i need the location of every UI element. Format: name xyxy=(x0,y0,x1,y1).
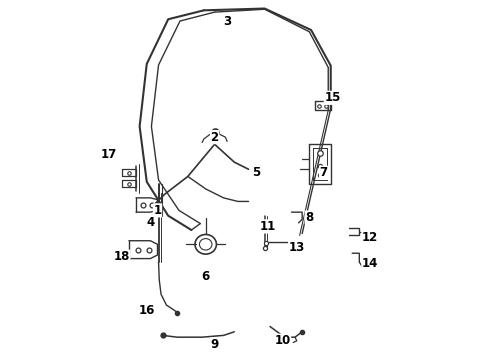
Text: 5: 5 xyxy=(251,166,260,179)
Text: 12: 12 xyxy=(362,231,378,244)
Text: 17: 17 xyxy=(100,148,117,162)
Text: 13: 13 xyxy=(289,241,305,255)
Text: 7: 7 xyxy=(319,166,328,179)
Text: 10: 10 xyxy=(274,334,291,347)
Text: 15: 15 xyxy=(324,91,341,104)
Text: 9: 9 xyxy=(211,338,219,351)
Text: 4: 4 xyxy=(146,216,154,229)
Text: 18: 18 xyxy=(114,250,130,263)
Text: 2: 2 xyxy=(211,131,219,144)
Text: 16: 16 xyxy=(139,304,155,317)
Text: 14: 14 xyxy=(362,257,378,270)
Text: 8: 8 xyxy=(305,211,314,224)
Text: 1: 1 xyxy=(153,204,162,217)
Text: 6: 6 xyxy=(201,270,210,283)
Text: 3: 3 xyxy=(223,14,231,27)
Text: 11: 11 xyxy=(260,220,276,233)
